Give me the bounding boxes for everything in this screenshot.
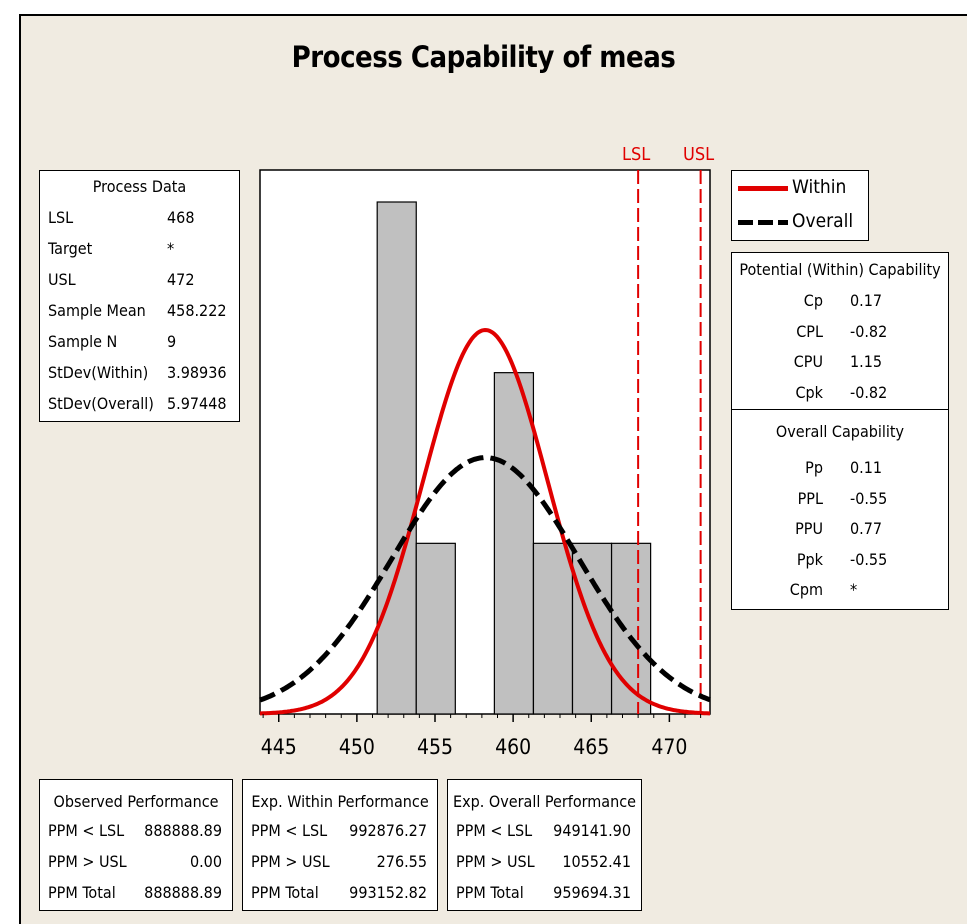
process-data-value: 9: [167, 332, 177, 351]
process-data-label: StDev(Overall): [48, 394, 154, 413]
legend-within-swatch: [738, 186, 788, 191]
process-data-value: 472: [167, 270, 195, 289]
process-data-value: 458.222: [167, 301, 227, 320]
exp-within-performance-label: PPM Total: [251, 883, 319, 902]
exp-within-performance-box: Exp. Within Performance PPM < LSL 992876.…: [242, 779, 438, 911]
legend-overall-swatch: [738, 220, 788, 225]
potential-capability-header: Potential (Within) Capability: [739, 260, 941, 279]
observed-performance-header: Observed Performance: [53, 792, 219, 811]
overall-capability-header: Overall Capability: [775, 422, 905, 441]
overall-capability-label: Ppk: [796, 549, 823, 569]
plot-area: LSL USL 445 450 455 460 465 470: [259, 144, 714, 759]
exp-overall-performance-value: 10552.41: [562, 852, 631, 871]
legend-overall-label: Overall: [792, 210, 854, 232]
overall-capability-label: Cpm: [789, 580, 823, 599]
exp-overall-performance-value: 949141.90: [553, 821, 631, 840]
legend: Within Overall: [731, 170, 869, 241]
process-data-label: Target: [48, 239, 93, 258]
curve-overall: [259, 455, 711, 703]
potential-capability-label: Cpk: [795, 382, 823, 402]
potential-capability-label: Cp: [803, 291, 823, 310]
exp-overall-performance-box: Exp. Overall Performance PPM < LSL 949141…: [447, 779, 642, 911]
capability-divider: [732, 409, 948, 410]
x-tick-label: 470: [651, 735, 687, 759]
spec-limit-label-lsl: LSL: [622, 144, 650, 165]
exp-within-performance-header: Exp. Within Performance: [251, 792, 429, 811]
curve-within: [260, 327, 710, 716]
histogram-bar: [610, 542, 652, 715]
process-data-label: LSL: [48, 208, 74, 227]
x-tick-label: 455: [417, 735, 453, 759]
process-data-value: 3.98936: [167, 363, 227, 382]
observed-performance-value: 0.00: [189, 852, 222, 871]
overall-capability-value: -0.55: [850, 488, 888, 508]
spec-limit-label-usl: USL: [683, 144, 714, 165]
overall-capability-value: 0.11: [850, 458, 883, 477]
process-data-label: USL: [48, 270, 76, 289]
overall-capability-value: -0.55: [850, 549, 888, 569]
overall-capability-label: PPL: [797, 488, 823, 508]
capability-box: Potential (Within) Capability Cp 0.17 CPL -…: [731, 252, 949, 610]
observed-performance-value: 888888.89: [144, 883, 222, 902]
exp-within-performance-label: PPM < LSL: [251, 821, 328, 840]
exp-within-performance-value: 992876.27: [349, 821, 427, 840]
x-tick-label: 450: [339, 735, 375, 759]
overall-capability-label: Pp: [805, 458, 823, 477]
exp-overall-performance-value: 959694.31: [553, 883, 631, 902]
exp-overall-performance-header: Exp. Overall Performance: [452, 792, 637, 811]
process-data-header: Process Data: [92, 177, 187, 196]
exp-within-performance-value: 276.55: [376, 852, 427, 871]
exp-overall-performance-label: PPM > USL: [456, 852, 535, 871]
x-tick-label: 460: [495, 735, 531, 759]
histogram-bar: [532, 542, 574, 715]
process-data-value: *: [167, 239, 175, 258]
potential-capability-value: 1.15: [850, 352, 883, 371]
exp-overall-performance-label: PPM Total: [456, 883, 524, 902]
potential-capability-value: -0.82: [850, 321, 888, 341]
exp-overall-performance-label: PPM < LSL: [456, 821, 533, 840]
histogram-bar: [376, 201, 417, 715]
process-data-value: 468: [167, 208, 195, 227]
x-tick-label: 445: [261, 735, 297, 759]
process-data-box: Process Data LSL 468 Target * USL 472 Sample M…: [39, 170, 240, 422]
chart-title: Process Capability of meas: [291, 40, 676, 74]
potential-capability-label: CPU: [793, 352, 823, 371]
histogram-bar: [493, 372, 535, 715]
overall-capability-value: *: [850, 580, 858, 599]
potential-capability-label: CPL: [796, 321, 823, 341]
histogram-bar: [415, 542, 456, 715]
process-data-value: 5.97448: [167, 394, 227, 413]
observed-performance-label: PPM Total: [48, 883, 116, 902]
overall-capability-label: PPU: [795, 519, 823, 538]
observed-performance-label: PPM < LSL: [48, 821, 125, 840]
legend-within-label: Within: [792, 176, 847, 198]
process-data-label: Sample Mean: [48, 301, 146, 320]
exp-within-performance-value: 993152.82: [349, 883, 427, 902]
observed-performance-label: PPM > USL: [48, 852, 127, 871]
process-data-label: Sample N: [48, 332, 118, 351]
exp-within-performance-label: PPM > USL: [251, 852, 330, 871]
observed-performance-box: Observed Performance PPM < LSL 888888.89 P…: [39, 779, 233, 911]
potential-capability-value: -0.82: [850, 382, 888, 402]
overall-capability-value: 0.77: [850, 519, 883, 538]
potential-capability-value: 0.17: [850, 291, 883, 310]
x-tick-label: 465: [573, 735, 609, 759]
observed-performance-value: 888888.89: [144, 821, 222, 840]
process-data-label: StDev(Within): [48, 363, 149, 382]
